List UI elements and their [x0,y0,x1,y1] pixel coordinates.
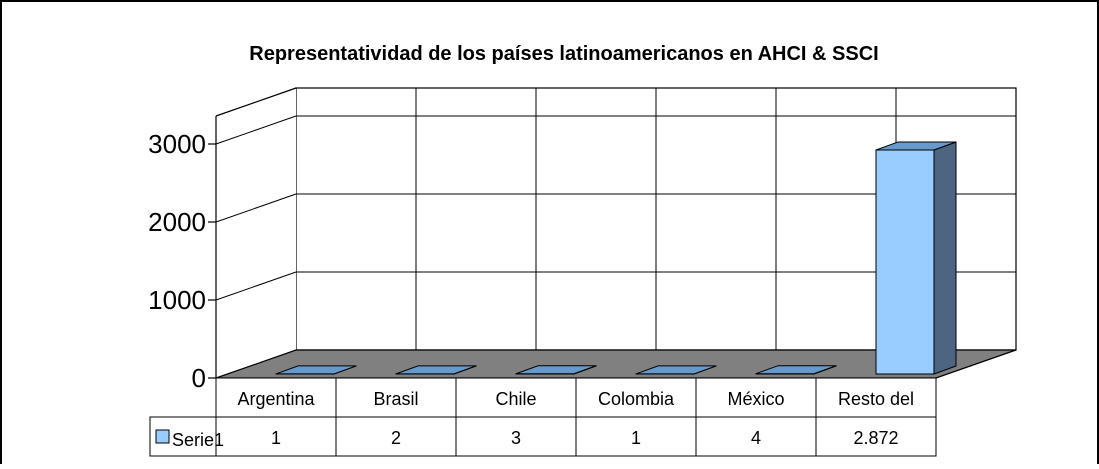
bar-resto-del [876,142,956,374]
bar-side-face [934,142,956,374]
y-tick-label: 3000 [148,129,206,159]
y-tick-label: 0 [192,363,206,393]
x-tick-label: Argentina [237,389,315,409]
x-tick-label: Resto del [838,389,914,409]
x-tick-label: Colombia [598,389,675,409]
data-label: 1 [631,428,641,448]
legend-label-serie1: Serie1 [172,430,224,450]
side-wall [216,88,296,378]
x-tick-label: Chile [495,389,536,409]
chart-title: Representatividad de los países latinoam… [249,43,878,65]
data-label: 1 [271,428,281,448]
data-label: 4 [751,428,761,448]
y-tick-label: 1000 [148,285,206,315]
table-value-row [150,417,936,456]
data-label: 2 [391,428,401,448]
legend-swatch-serie1 [156,430,169,443]
data-label: 2.872 [853,428,898,448]
bar-front-face [876,150,934,374]
y-tick-label: 2000 [148,207,206,237]
x-tick-label: México [727,389,784,409]
data-label: 3 [511,428,521,448]
x-tick-label: Brasil [373,389,418,409]
